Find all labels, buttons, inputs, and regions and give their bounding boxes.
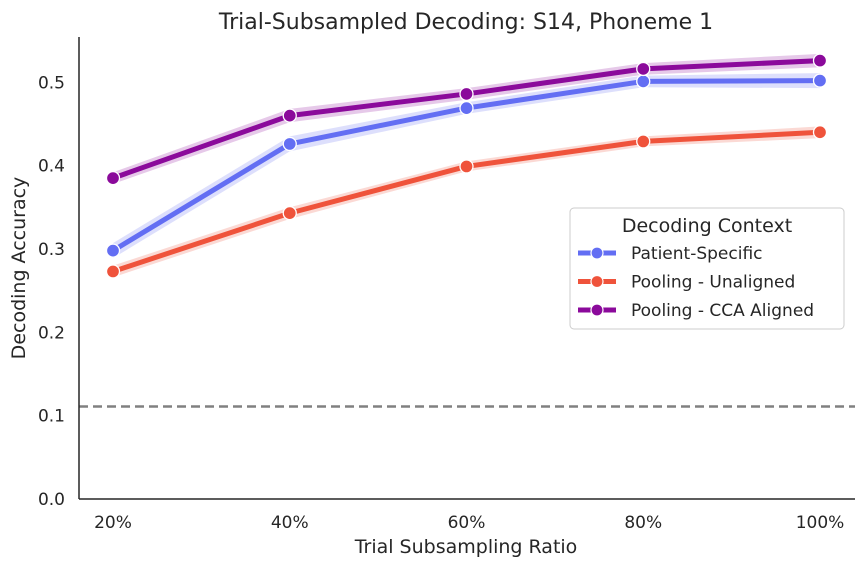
y-tick-labels: 0.0 0.1 0.2 0.3 0.4 0.5 bbox=[38, 73, 65, 510]
x-tick-label: 40% bbox=[271, 513, 309, 533]
pooling-cca-aligned-ci-band bbox=[113, 53, 820, 184]
x-tick-labels: 20% 40% 60% 80% 100% bbox=[94, 513, 844, 533]
legend-title: Decoding Context bbox=[622, 215, 792, 237]
x-tick-label: 100% bbox=[796, 513, 845, 533]
pooling-unaligned-legend-marker bbox=[590, 274, 604, 289]
y-tick-label: 0.3 bbox=[38, 240, 65, 260]
patient-specific-point bbox=[459, 100, 474, 116]
patient-specific-point bbox=[812, 73, 828, 88]
y-axis-label: Decoding Accuracy bbox=[8, 177, 30, 360]
y-tick-label: 0.2 bbox=[38, 323, 65, 343]
legend-entry-patient-specific: Patient-Specific bbox=[631, 244, 763, 264]
pooling-cca-aligned-legend-marker bbox=[590, 303, 604, 317]
chart-title: Trial-Subsampled Decoding: S14, Phoneme … bbox=[218, 10, 713, 35]
patient-specific-legend-marker bbox=[590, 246, 604, 260]
legend-entry-pooling-cca-aligned: Pooling - CCA Aligned bbox=[631, 301, 814, 321]
y-tick-label: 0.1 bbox=[38, 407, 65, 427]
x-tick-label: 20% bbox=[94, 513, 132, 533]
patient-specific-point bbox=[105, 243, 121, 258]
y-tick-label: 0.4 bbox=[38, 157, 65, 177]
pooling-cca-aligned-point bbox=[105, 170, 121, 186]
y-tick-label: 0.5 bbox=[38, 73, 65, 93]
pooling-unaligned-point bbox=[459, 159, 474, 174]
x-axis-label: Trial Subsampling Ratio bbox=[354, 536, 578, 558]
pooling-cca-aligned-point bbox=[282, 108, 297, 123]
x-tick-label: 60% bbox=[448, 513, 486, 533]
pooling-cca-aligned-point bbox=[812, 53, 828, 68]
y-tick-label: 0.0 bbox=[38, 490, 65, 510]
patient-specific-point bbox=[282, 136, 297, 152]
pooling-unaligned-point bbox=[282, 205, 297, 221]
x-tick-label: 80% bbox=[624, 513, 662, 533]
patient-specific-point bbox=[636, 74, 651, 89]
plot-area bbox=[79, 53, 855, 408]
legend: Decoding Context Patient-Specific Pooling… bbox=[569, 207, 845, 330]
pooling-unaligned-point bbox=[105, 264, 121, 279]
legend-frame bbox=[569, 207, 845, 330]
pooling-unaligned-point bbox=[636, 134, 651, 149]
pooling-unaligned-point bbox=[812, 125, 828, 140]
pooling-cca-aligned-point bbox=[459, 86, 474, 102]
pooling-cca-aligned-point bbox=[636, 61, 651, 77]
legend-entry-pooling-unaligned: Pooling - Unaligned bbox=[631, 273, 795, 293]
